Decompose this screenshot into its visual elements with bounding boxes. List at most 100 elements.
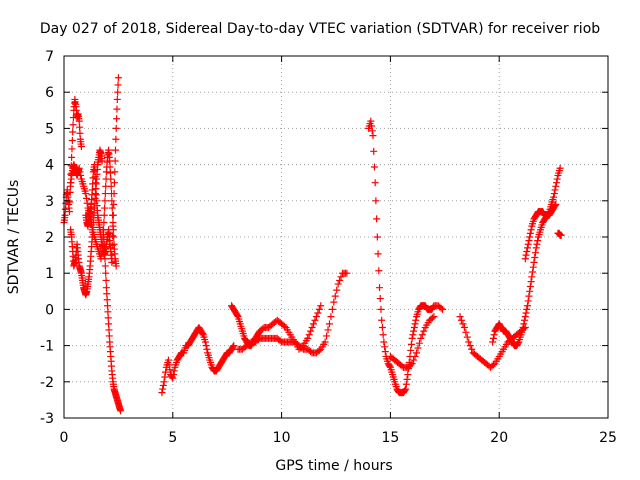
x-axis-label: GPS time / hours [275,458,392,474]
data-point [203,345,211,353]
data-point [334,280,342,288]
data-points [60,74,565,415]
data-point [551,186,559,194]
data-point [439,305,447,313]
data-point [409,331,417,339]
data-point [386,362,394,370]
data-point [519,324,527,331]
data-point [521,255,529,263]
data-point [460,324,468,331]
data-point [91,167,99,175]
y-tick-label: -3 [40,411,54,427]
x-tick-label: 25 [599,430,617,446]
data-point [403,375,411,383]
data-point [166,366,174,374]
data-point [100,240,108,248]
data-point [108,241,116,249]
data-point [101,197,109,205]
data-point [170,371,178,379]
data-point [112,135,120,143]
data-point [170,367,178,375]
data-point [77,143,85,150]
data-point [375,267,383,275]
data-point [525,237,533,245]
data-point [373,233,381,241]
data-point [315,346,323,354]
axis-ticks: 0 5 10 15 20 25 -3 -2 -1 0 1 2 3 4 5 6 7 [40,49,617,446]
data-point [76,129,84,137]
data-point [331,292,339,300]
data-point [532,244,540,252]
data-point [407,361,415,369]
data-point [110,179,118,187]
data-point [526,287,534,295]
data-point [489,334,497,342]
data-point [415,339,423,347]
x-tick-label: 10 [273,430,291,446]
data-point [407,340,415,348]
data-point [108,251,116,259]
data-point [462,328,470,336]
y-tick-label: 6 [45,85,54,101]
data-point [82,194,90,202]
x-tick-label: 5 [168,430,177,446]
data-point [526,229,534,237]
data-point [111,146,119,154]
data-point [161,373,169,381]
data-point [117,407,125,415]
data-point [90,161,98,169]
data-point [315,305,323,313]
data-point [312,313,320,321]
data-point [407,346,415,354]
y-tick-label: 1 [45,266,54,282]
data-point [112,124,120,132]
data-point [530,258,538,266]
data-point [77,171,85,179]
data-point [514,339,522,347]
data-point [490,331,498,339]
data-point [367,117,375,125]
data-point [381,348,389,356]
data-point [68,153,76,161]
data-point [304,334,312,342]
data-point [92,185,100,193]
data-point [113,105,121,113]
data-point [372,197,380,205]
data-point [457,316,465,324]
data-point [524,240,532,248]
data-point [66,188,74,196]
data-point [101,204,109,212]
data-point [104,308,112,316]
data-point [523,305,531,313]
data-point [101,262,109,270]
data-point [82,190,90,198]
data-point [526,233,534,241]
data-point [108,197,116,205]
data-point [202,342,210,350]
data-point [411,352,419,360]
data-point [428,314,436,322]
data-point [164,356,172,364]
data-point [522,309,530,317]
data-point [414,344,422,352]
data-point [83,199,91,207]
data-point [102,276,110,284]
data-point [527,226,535,234]
data-point [531,249,539,257]
data-point [417,334,425,342]
data-point [531,254,539,262]
data-point [380,338,388,346]
data-point [376,284,384,292]
data-point [412,316,420,324]
data-point [437,304,445,312]
data-point [201,338,209,346]
data-point [410,324,418,331]
data-point [105,326,113,334]
data-point [410,327,418,335]
data-point [112,262,120,270]
data-point [101,247,109,255]
data-point [468,345,476,353]
data-point [465,338,473,346]
data-point [402,385,410,393]
data-point [459,320,467,328]
